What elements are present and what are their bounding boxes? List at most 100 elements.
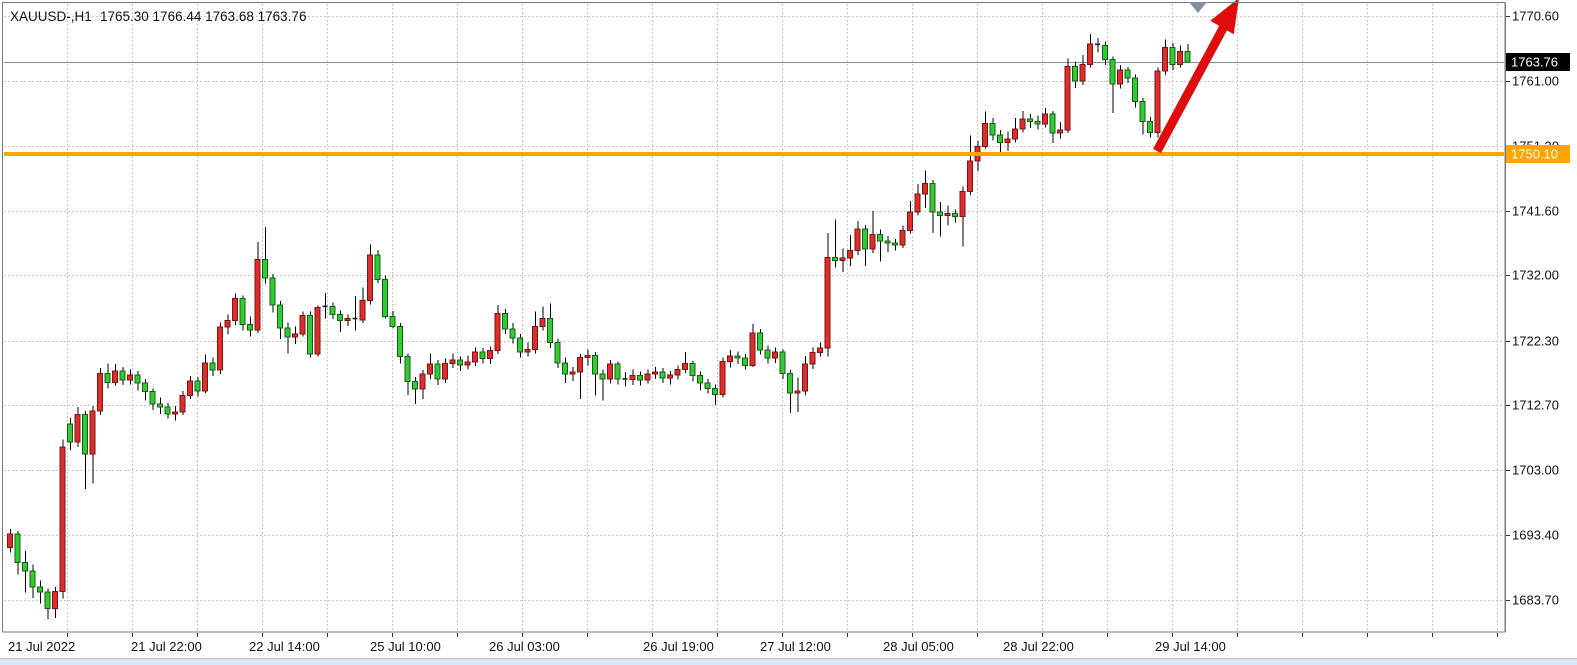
current-price-tag-label: 1763.76 (1511, 55, 1558, 70)
candle (997, 130, 1003, 154)
arrow-head (1210, 0, 1239, 35)
candle (554, 338, 561, 369)
candle-body (374, 254, 381, 280)
candle-body (757, 332, 763, 351)
candle-body (749, 332, 756, 366)
candle-body (502, 313, 508, 330)
candle-body (419, 373, 426, 390)
candle (637, 371, 643, 386)
candle (299, 311, 306, 337)
candle-body (427, 363, 433, 375)
candle-body (224, 319, 231, 328)
x-axis-label: 29 Jul 14:00 (1155, 639, 1226, 654)
candle-body (434, 363, 441, 380)
candle-body (592, 354, 598, 375)
candle-body (404, 356, 411, 383)
candle (419, 370, 426, 400)
candle (67, 417, 73, 451)
candle (1132, 74, 1138, 108)
candle-body (209, 362, 216, 371)
candle-body (839, 257, 846, 262)
candle (194, 376, 201, 397)
candle-body (494, 313, 501, 352)
candle-body (1064, 65, 1071, 131)
candle (397, 323, 403, 364)
candle-body (449, 359, 456, 364)
hline-price-tag: 1750.10 (1506, 145, 1570, 163)
candle (179, 390, 186, 416)
candle-body (787, 373, 793, 394)
x-axis-label: 25 Jul 10:00 (370, 639, 441, 654)
candle-body (1019, 118, 1026, 130)
candle-body (719, 360, 726, 395)
candle (809, 347, 816, 369)
candle-body (547, 317, 553, 344)
candle (899, 225, 906, 248)
candle-body (254, 258, 261, 331)
candle-body (59, 446, 66, 592)
candle (1034, 115, 1041, 130)
candle (344, 314, 351, 326)
candle (262, 227, 268, 284)
candle (89, 405, 96, 484)
candle-body (247, 323, 253, 331)
candle-body (1057, 129, 1063, 134)
candle (877, 229, 883, 262)
candle-body (37, 586, 43, 593)
candle-body (187, 380, 193, 397)
x-axis-label: 28 Jul 22:00 (1003, 639, 1074, 654)
candle-body (922, 182, 928, 195)
candle-body (584, 354, 591, 358)
candle-body (262, 258, 268, 279)
candle-body (622, 378, 628, 380)
candle (7, 528, 13, 553)
bottom-strip (0, 659, 1577, 665)
candle-body (1027, 118, 1033, 123)
trend-arrow-object[interactable] (1153, 0, 1239, 154)
candle-body (539, 317, 546, 327)
candle (749, 323, 756, 367)
candle (44, 588, 51, 619)
y-axis-label: 1741.60 (1512, 204, 1559, 219)
candle-body (112, 370, 118, 383)
chart-shift-marker-icon[interactable] (1189, 2, 1207, 13)
candle-body (832, 256, 838, 262)
candle (674, 365, 681, 380)
candle (382, 275, 388, 319)
candle-body (97, 373, 103, 412)
candle-body (29, 570, 36, 588)
candle-body (1109, 59, 1116, 85)
candle (187, 376, 193, 400)
candle-body (104, 373, 111, 383)
candle-body (1072, 65, 1078, 82)
candle (862, 225, 868, 266)
candle (112, 364, 118, 386)
candle-body (899, 229, 906, 246)
candle (667, 370, 673, 385)
candle-body (959, 190, 966, 217)
x-axis-label: 26 Jul 03:00 (489, 639, 560, 654)
candle-body (629, 375, 636, 381)
candle (1162, 39, 1168, 76)
candle-body (652, 371, 658, 375)
candle-body (794, 390, 801, 394)
candle (389, 311, 396, 328)
candle-body (997, 134, 1003, 143)
candle (97, 368, 103, 416)
candle (742, 354, 748, 370)
candle (164, 403, 171, 419)
candle-body (779, 351, 786, 375)
candlestick-series (7, 34, 1191, 619)
candle (974, 140, 981, 172)
candle (712, 384, 718, 406)
candle-body (982, 123, 988, 147)
candle-body (817, 347, 823, 354)
candle (682, 352, 688, 373)
candle (547, 303, 553, 348)
candle (569, 366, 576, 381)
candle-body (1162, 47, 1168, 72)
candle (157, 397, 163, 414)
candle-body (134, 374, 141, 384)
candle (404, 353, 411, 396)
